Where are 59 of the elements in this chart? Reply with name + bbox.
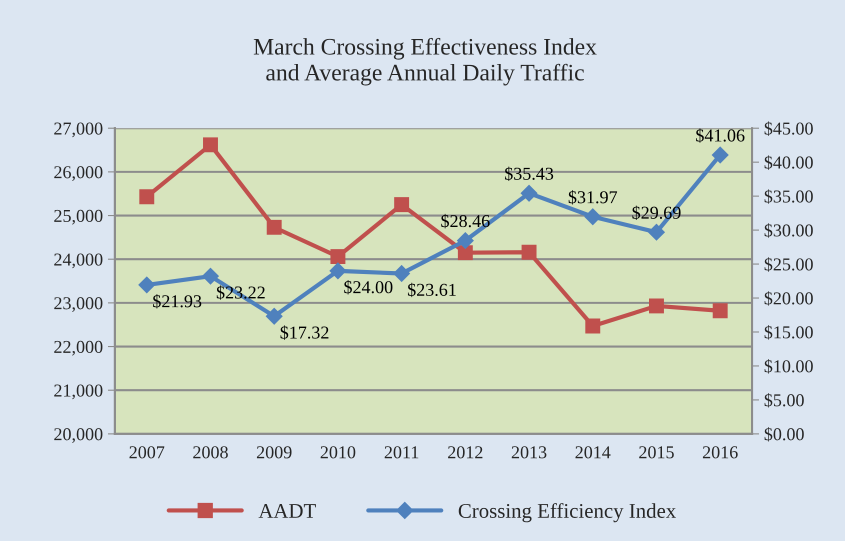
data-label: $31.97 xyxy=(568,190,618,205)
point xyxy=(456,232,474,249)
x-tick-label: 2014 xyxy=(576,446,611,458)
y-tick-label: 20,000 xyxy=(54,428,102,443)
point xyxy=(712,303,728,318)
point xyxy=(649,298,664,314)
point xyxy=(394,197,410,212)
x-tick-label: 2011 xyxy=(384,446,418,458)
x-tick-label: 2013 xyxy=(512,446,546,458)
data-label: $21.93 xyxy=(153,294,202,309)
y2-tick-label: $0.00 xyxy=(764,427,804,442)
data-label: $23.61 xyxy=(408,282,456,298)
point xyxy=(330,249,346,264)
x-tick-label: 2016 xyxy=(702,446,738,458)
point xyxy=(522,244,537,260)
data-label: $24.00 xyxy=(344,280,392,294)
point xyxy=(266,220,282,235)
point xyxy=(203,137,218,152)
y-tick-label: 22,000 xyxy=(54,340,102,356)
point xyxy=(139,189,154,204)
point xyxy=(458,245,473,260)
point xyxy=(712,146,729,164)
y2-tick-label: $45.00 xyxy=(764,121,813,136)
x-tick-label: 2009 xyxy=(256,446,292,458)
point xyxy=(584,208,602,226)
point xyxy=(393,265,410,282)
x-tick-label: 2015 xyxy=(639,446,674,458)
data-label: $35.43 xyxy=(505,166,554,182)
data-label: $17.32 xyxy=(280,325,328,340)
y-tick-label: 27,000 xyxy=(54,122,102,138)
y2-tick-label: $15.00 xyxy=(764,325,813,340)
point xyxy=(202,268,219,285)
y-tick-label: 25,000 xyxy=(54,210,102,225)
y2-tick-label: $35.00 xyxy=(764,189,813,204)
chart-title: March Crossing Effectiveness Index and Average Annual Daily Traffic xyxy=(254,38,597,86)
data-label: $28.46 xyxy=(441,214,490,228)
x-tick-label: 2010 xyxy=(320,446,356,458)
y-tick-label: 26,000 xyxy=(54,166,102,181)
y-tick-label: 24,000 xyxy=(54,253,102,268)
point xyxy=(585,318,600,334)
legend-label: Crossing Efficiency Index xyxy=(458,503,676,522)
x-tick-label: 2008 xyxy=(193,446,228,458)
y2-tick-label: $20.00 xyxy=(764,291,813,306)
x-tick-label: 2007 xyxy=(130,446,164,458)
y-tick-label: 21,000 xyxy=(54,384,102,400)
point xyxy=(266,308,283,325)
y2-tick-label: $25.00 xyxy=(764,257,813,272)
point xyxy=(520,184,538,202)
y2-tick-label: $10.00 xyxy=(764,359,813,374)
y2-tick-label: $40.00 xyxy=(764,155,813,170)
point xyxy=(138,276,156,294)
y2-tick-label: $30.00 xyxy=(764,223,813,238)
data-label: $41.06 xyxy=(696,128,744,143)
point xyxy=(648,224,665,241)
point xyxy=(330,262,346,280)
y-tick-label: 23,000 xyxy=(54,297,102,312)
x-tick-label: 2012 xyxy=(448,446,482,458)
y2-tick-label: $5.00 xyxy=(764,393,804,408)
legend-label: AADT xyxy=(258,504,316,518)
